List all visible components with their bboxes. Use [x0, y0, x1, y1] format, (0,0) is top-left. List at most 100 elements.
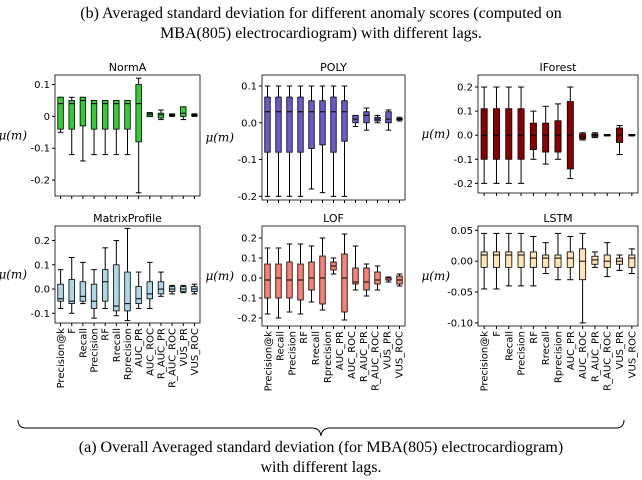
box — [57, 96, 64, 130]
x-tick-label: Precision@k — [263, 331, 274, 392]
y-tick-label: 0.0 — [34, 285, 50, 296]
y-tick-label: 0.0 — [241, 118, 257, 129]
x-tick-label: R_AUC_ROC — [603, 331, 614, 391]
box — [319, 100, 326, 146]
box — [374, 271, 381, 285]
x-tick-label: Rrecall — [541, 331, 552, 365]
y-tick-label: 0.1 — [34, 80, 50, 91]
y-axis-label: μ(m) — [421, 127, 450, 141]
box — [57, 283, 64, 302]
y-axis-label: μ(m) — [0, 129, 27, 143]
box — [297, 96, 304, 153]
x-tick-label: AUC_ROC — [145, 328, 156, 376]
y-tick-label: -0.10 — [447, 318, 473, 329]
x-tick-label: F — [492, 331, 503, 337]
y-tick-label: -0.05 — [447, 288, 473, 299]
y-tick-label: 0 — [44, 112, 50, 123]
box — [492, 108, 500, 160]
y-axis-label: μ(m) — [0, 268, 27, 282]
box — [542, 122, 550, 153]
y-tick-label: 0.1 — [34, 260, 50, 271]
box — [135, 84, 142, 143]
box — [505, 108, 513, 160]
box — [517, 108, 525, 160]
box — [157, 281, 165, 295]
y-axis-label: μ(m) — [205, 131, 234, 145]
box — [124, 271, 131, 312]
y-tick-label: -0.1 — [237, 155, 257, 166]
y-tick-label: 0.0 — [457, 131, 473, 142]
box — [385, 111, 392, 124]
box — [363, 111, 370, 124]
box — [102, 269, 109, 302]
x-tick-label: RF — [299, 331, 310, 344]
box — [505, 251, 513, 268]
y-tick-label: -0.1 — [30, 309, 50, 320]
x-tick-label: AUC_PR — [566, 331, 577, 370]
box — [579, 248, 587, 281]
figure-caption: with different lags. — [260, 459, 381, 476]
box — [180, 106, 187, 117]
box — [286, 96, 293, 153]
y-tick-label: 0.2 — [457, 83, 473, 94]
y-tick-label: -0.2 — [237, 314, 257, 325]
box — [542, 254, 550, 268]
box — [529, 122, 537, 151]
figure-caption: (a) Overall Averaged standard deviation … — [79, 439, 563, 456]
box — [68, 100, 75, 130]
x-tick-label: RF — [101, 328, 112, 341]
x-tick-label: Recall — [504, 331, 515, 361]
y-tick-label: -0.1 — [453, 155, 473, 166]
box — [529, 251, 537, 268]
chart-title: POLY — [320, 61, 347, 74]
y-tick-label: 0.1 — [241, 82, 257, 93]
box — [113, 100, 120, 130]
box — [264, 263, 271, 299]
box — [308, 261, 315, 291]
x-tick-label: Rprecision — [323, 331, 334, 383]
x-tick-label: R_AUC_PR — [590, 331, 601, 382]
axes-frame — [54, 74, 201, 197]
x-tick-label: RF — [529, 331, 540, 344]
x-tick-label: VUS_ROC — [627, 331, 638, 378]
box — [517, 251, 525, 268]
box — [341, 100, 348, 142]
axes-frame — [261, 74, 406, 201]
x-tick-label: R_AUC_ROC — [168, 328, 179, 388]
box — [628, 254, 636, 268]
y-tick-label: -0.2 — [30, 176, 50, 187]
box — [554, 254, 562, 268]
box — [341, 253, 348, 313]
chart-title: IForest — [539, 61, 577, 74]
y-tick-label: 0.00 — [451, 257, 473, 268]
chart-title: NormA — [109, 61, 147, 74]
box — [554, 120, 562, 153]
x-tick-label: VUS_PR — [615, 331, 626, 370]
y-tick-label: 0.2 — [34, 236, 50, 247]
x-tick-label: Recall — [78, 328, 89, 358]
box — [90, 100, 98, 130]
box — [308, 100, 315, 149]
box — [363, 267, 370, 291]
box — [330, 96, 337, 153]
x-tick-label: R_AUC_PR — [156, 328, 167, 379]
x-tick-label: VUS_PR — [383, 331, 394, 370]
y-tick-label: -0.2 — [453, 179, 473, 190]
box — [352, 267, 359, 285]
x-tick-label: AUC_ROC — [578, 331, 589, 379]
x-tick-label: Rrecall — [112, 328, 123, 362]
box — [79, 96, 87, 127]
box — [79, 281, 87, 302]
x-tick-label: Rprecision — [123, 328, 134, 380]
y-axis-label: μ(m) — [205, 269, 234, 283]
box — [146, 281, 153, 300]
box — [102, 100, 109, 130]
x-tick-label: Recall — [275, 331, 286, 361]
figure-title: MBA(805) electrocardiogram) with differe… — [160, 25, 482, 42]
chart-title: LOF — [323, 212, 344, 225]
y-tick-label: -0.1 — [237, 294, 257, 305]
box — [480, 108, 488, 160]
x-tick-label: R_AUC_ROC — [371, 331, 382, 391]
chart-title: LSTM — [543, 212, 572, 225]
box — [480, 251, 488, 268]
